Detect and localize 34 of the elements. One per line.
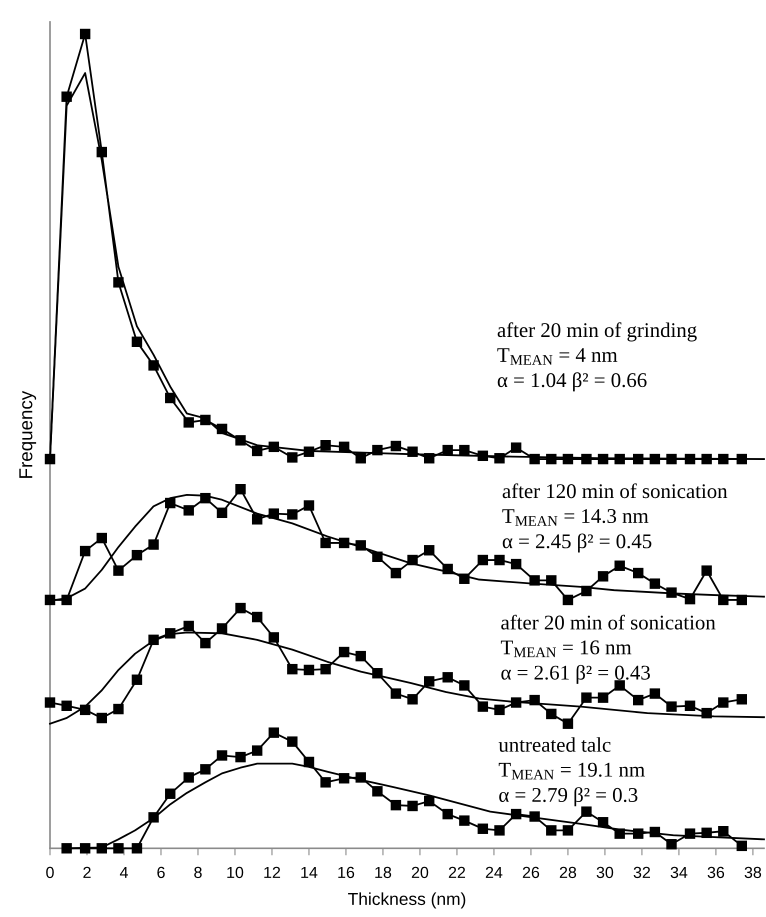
annotation: α = 2.61 β² = 0.43 (501, 664, 650, 684)
x-tick-label: 28 (560, 866, 576, 878)
x-tick-label: 12 (264, 866, 280, 878)
x-tick-label: 24 (486, 866, 502, 878)
x-tick-label: 34 (670, 866, 688, 878)
x-tick-label: 14 (301, 866, 318, 878)
annotation: α = 1.04 β² = 0.66 (498, 372, 647, 392)
x-tick-label: 8 (194, 866, 202, 878)
annotation: after 120 min of sonication (502, 483, 728, 498)
annotation: untreated talc (498, 737, 611, 752)
x-tick-label: 6 (157, 866, 165, 878)
x-tick-label: 26 (522, 866, 540, 878)
x-tick-label: 32 (634, 866, 650, 878)
annotation: T$_{MEAN}$ = 14.3 nm (502, 509, 648, 526)
x-tick-label: 20 (412, 866, 428, 878)
annotation: after 20 min of grinding (498, 322, 697, 342)
y-axis-title: Frequency (19, 390, 36, 478)
x-tick-label: 22 (448, 866, 466, 878)
x-tick-label: 16 (338, 866, 354, 878)
x-tick-label: 30 (596, 866, 614, 878)
x-tick-label: 0 (46, 866, 54, 878)
annotation: T$_{MEAN}$ = 16 nm (500, 640, 632, 658)
x-tick-label: 18 (375, 866, 392, 878)
annotation: α = 2.79 β² = 0.3 (499, 787, 638, 806)
x-tick-label: 2 (83, 866, 91, 878)
annotation: T$_{MEAN}$ = 4 nm (497, 348, 618, 365)
x-tick-label: 38 (744, 866, 762, 878)
annotation: after 20 min of sonication (501, 614, 716, 630)
annotation: T$_{MEAN}$ = 19.1 nm (498, 762, 645, 780)
x-tick-label: 10 (227, 866, 244, 878)
x-axis-title: Thickness (nm) (348, 892, 466, 909)
x-tick-label: 36 (708, 866, 724, 878)
annotation: α = 2.45 β² = 0.45 (502, 533, 652, 553)
x-tick-label: 4 (120, 866, 128, 878)
